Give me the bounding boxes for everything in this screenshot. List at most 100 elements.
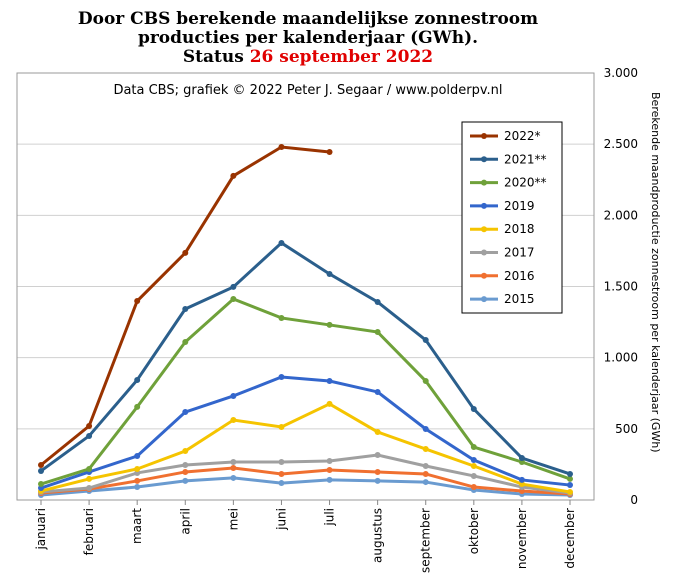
data-point <box>230 172 237 179</box>
chart-title: producties per kalenderjaar (GWh). <box>138 28 478 48</box>
y-tick-label: 500 <box>615 422 638 436</box>
data-point <box>86 465 93 472</box>
data-point <box>374 329 381 336</box>
data-point <box>422 470 429 477</box>
series-line <box>40 402 571 494</box>
series-line <box>40 466 571 496</box>
data-point <box>278 458 285 465</box>
x-tick-label: augustus <box>371 508 385 563</box>
legend-marker <box>481 133 487 139</box>
data-point <box>374 299 381 306</box>
data-point <box>374 477 381 484</box>
data-point <box>230 283 237 290</box>
data-point <box>86 485 93 492</box>
legend-marker <box>481 226 487 233</box>
legend-label: 2017 <box>504 246 535 260</box>
legend-marker <box>481 156 487 163</box>
data-point <box>134 484 141 491</box>
data-point <box>422 378 429 385</box>
data-point <box>134 465 141 472</box>
data-point <box>470 472 477 479</box>
legend-marker <box>481 179 487 186</box>
x-tick-label: januari <box>34 508 48 551</box>
data-point <box>422 462 429 469</box>
data-point <box>134 403 141 410</box>
data-point <box>230 392 237 399</box>
data-point <box>326 270 333 277</box>
legend-marker <box>481 296 487 303</box>
x-tick-label: november <box>515 508 529 569</box>
data-point <box>374 452 381 459</box>
status-label: Status <box>183 47 244 67</box>
y-tick-label: 0 <box>630 493 638 507</box>
data-point <box>38 481 44 488</box>
data-point <box>422 337 429 344</box>
data-point <box>182 409 189 416</box>
data-point <box>134 477 141 484</box>
legend-marker <box>481 272 487 279</box>
data-point <box>182 249 189 256</box>
legend-label: 2015 <box>504 292 535 306</box>
data-point <box>230 458 237 465</box>
x-tick-label: mei <box>226 508 240 530</box>
data-point <box>422 425 429 432</box>
data-point <box>182 477 189 484</box>
x-tick-label: april <box>178 508 192 535</box>
y-axis-label: Berekende maandproductie zonnestroom per… <box>649 92 662 453</box>
data-point <box>326 400 333 407</box>
chart-title: Door CBS berekende maandelijkse zonnestr… <box>78 9 538 29</box>
status-date: 26 september 2022 <box>250 47 433 67</box>
data-point <box>326 466 333 473</box>
data-point <box>518 455 525 462</box>
data-point <box>86 475 93 482</box>
x-tick-label: september <box>419 508 433 573</box>
data-point <box>470 444 477 451</box>
legend-label: 2020** <box>504 176 547 190</box>
data-point <box>38 467 44 474</box>
x-tick-label: juli <box>323 508 337 527</box>
data-point <box>278 470 285 477</box>
legend-box <box>461 121 563 314</box>
legend-label: 2018 <box>504 222 535 236</box>
x-tick-label: december <box>563 508 577 569</box>
data-point <box>374 428 381 435</box>
legend-marker <box>481 249 487 256</box>
data-point <box>567 482 573 489</box>
series-line <box>40 453 571 495</box>
data-point <box>326 458 333 465</box>
y-tick-label: 1.000 <box>604 351 638 365</box>
data-point <box>374 388 381 395</box>
x-tick-label: oktober <box>467 508 481 554</box>
plot-frame <box>16 72 595 501</box>
data-point <box>326 378 333 385</box>
data-point <box>422 446 429 453</box>
data-point <box>278 423 285 430</box>
data-point <box>182 461 189 468</box>
data-point <box>38 461 44 468</box>
chart-subtitle: Data CBS; grafiek © 2022 Peter J. Segaar… <box>113 83 502 98</box>
legend-label: 2016 <box>504 269 535 283</box>
data-point <box>182 305 189 312</box>
legend-label: 2022* <box>504 129 541 143</box>
data-point <box>422 479 429 486</box>
data-point <box>86 422 93 429</box>
x-tick-label: juni <box>274 508 288 531</box>
series-line <box>40 375 571 490</box>
data-point <box>230 417 237 424</box>
data-point <box>374 468 381 475</box>
chart-status: Status 26 september 2022 <box>183 47 433 67</box>
data-point <box>278 374 285 381</box>
data-point <box>567 475 573 482</box>
series-line <box>40 241 571 476</box>
data-point <box>230 474 237 481</box>
y-tick-label: 2.500 <box>604 137 638 151</box>
data-point <box>182 468 189 475</box>
data-point <box>470 462 477 469</box>
y-tick-label: 2.000 <box>604 208 638 222</box>
y-tick-label: 3.000 <box>604 66 638 80</box>
data-point <box>278 239 285 246</box>
series-line <box>40 297 571 486</box>
x-tick-label: maart <box>130 508 144 544</box>
data-point <box>278 314 285 321</box>
